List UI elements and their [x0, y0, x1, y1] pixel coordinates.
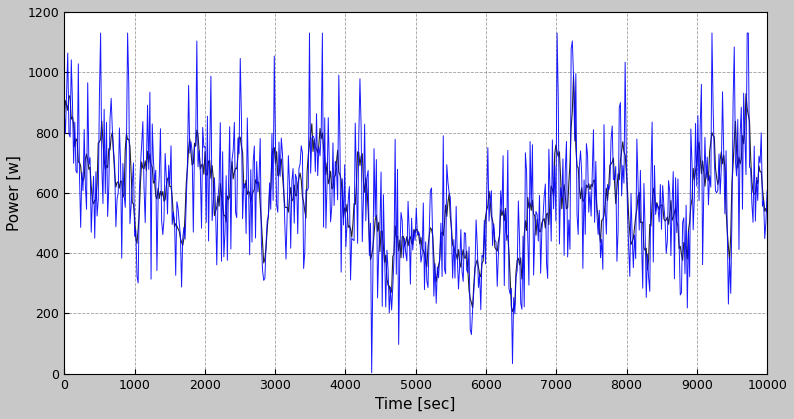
X-axis label: Time [sec]: Time [sec]: [376, 397, 456, 412]
Y-axis label: Power [w]: Power [w]: [7, 155, 22, 231]
